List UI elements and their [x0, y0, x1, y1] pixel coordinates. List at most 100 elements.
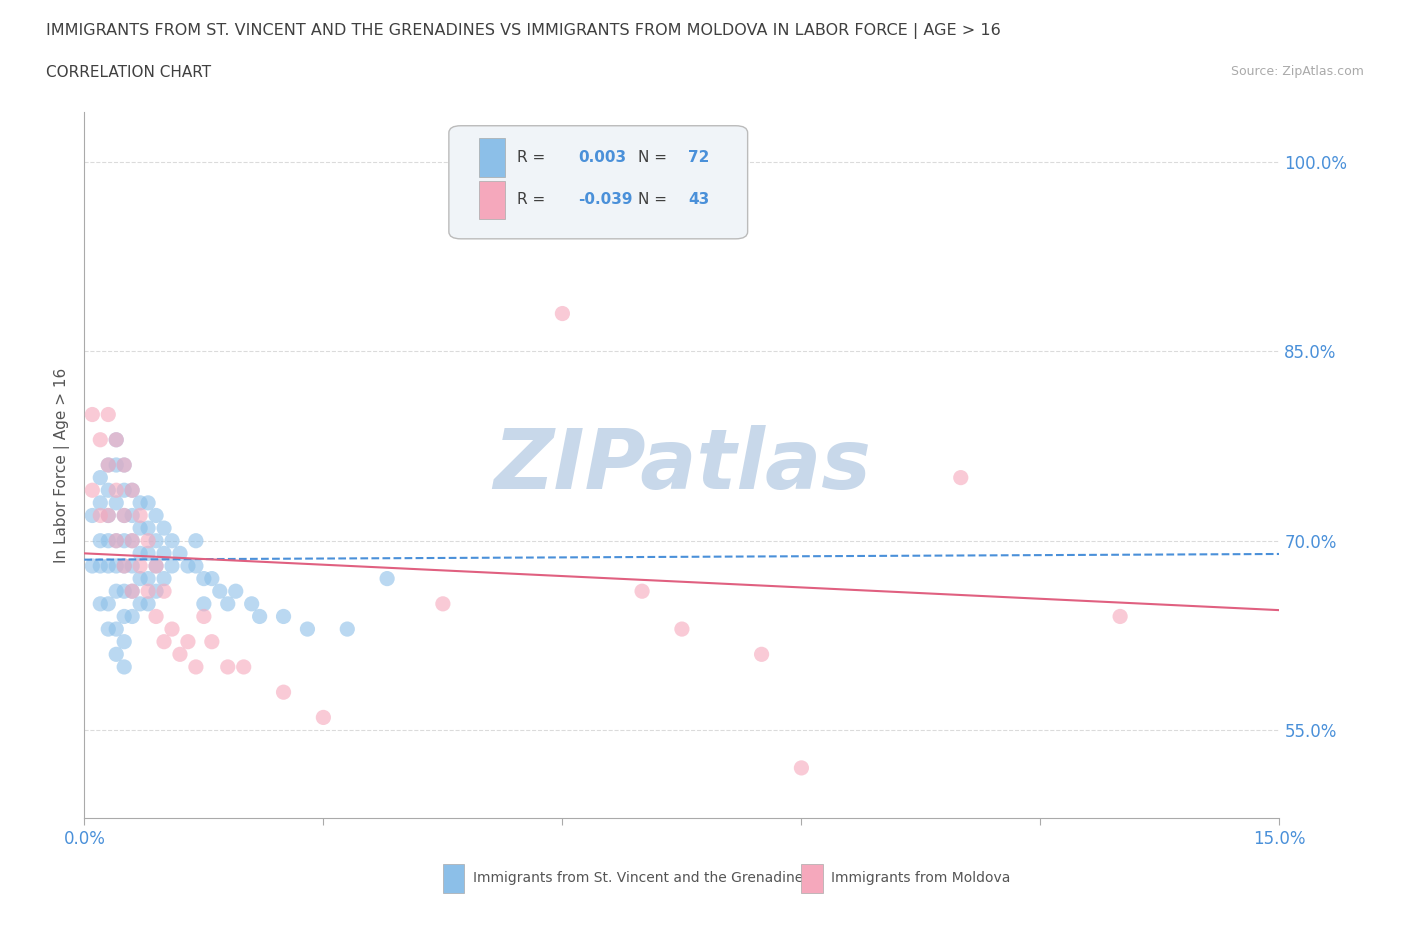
- Point: [177, 634, 200, 649]
- Point: [551, 306, 574, 321]
- Text: N =: N =: [638, 193, 672, 207]
- Point: [432, 596, 454, 611]
- Point: [89, 496, 111, 511]
- Point: [112, 584, 135, 599]
- Text: ZIPatlas: ZIPatlas: [494, 424, 870, 506]
- Point: [89, 533, 111, 548]
- Point: [105, 432, 128, 447]
- Point: [145, 533, 167, 548]
- Point: [184, 533, 207, 548]
- Point: [121, 609, 143, 624]
- Text: R =: R =: [517, 193, 550, 207]
- Text: -0.039: -0.039: [578, 193, 633, 207]
- Point: [97, 458, 120, 472]
- Point: [105, 621, 128, 636]
- Point: [201, 634, 224, 649]
- Point: [129, 546, 152, 561]
- Point: [208, 584, 231, 599]
- Point: [121, 559, 143, 574]
- Point: [145, 559, 167, 574]
- Point: [153, 634, 176, 649]
- Point: [949, 471, 972, 485]
- Point: [97, 596, 120, 611]
- Point: [184, 659, 207, 674]
- Text: Immigrants from St. Vincent and the Grenadines: Immigrants from St. Vincent and the Gren…: [472, 871, 810, 885]
- Point: [105, 458, 128, 472]
- Text: 43: 43: [688, 193, 709, 207]
- Point: [193, 596, 215, 611]
- Point: [112, 533, 135, 548]
- Text: R =: R =: [517, 150, 550, 165]
- Point: [112, 458, 135, 472]
- Point: [225, 584, 247, 599]
- Point: [136, 571, 159, 586]
- Point: [193, 609, 215, 624]
- Point: [1109, 609, 1132, 624]
- Y-axis label: In Labor Force | Age > 16: In Labor Force | Age > 16: [55, 367, 70, 563]
- Point: [112, 559, 135, 574]
- Point: [105, 432, 128, 447]
- Point: [105, 647, 128, 662]
- Point: [97, 508, 120, 523]
- Point: [184, 559, 207, 574]
- Point: [105, 533, 128, 548]
- Point: [136, 496, 159, 511]
- Point: [89, 432, 111, 447]
- Point: [82, 559, 104, 574]
- FancyBboxPatch shape: [449, 126, 748, 239]
- Point: [160, 559, 183, 574]
- FancyBboxPatch shape: [479, 180, 505, 219]
- Point: [193, 571, 215, 586]
- Point: [790, 761, 813, 776]
- Point: [273, 684, 295, 699]
- Point: [112, 458, 135, 472]
- Point: [240, 596, 263, 611]
- Point: [375, 571, 398, 586]
- Text: CORRELATION CHART: CORRELATION CHART: [46, 65, 211, 80]
- Point: [312, 710, 335, 724]
- Point: [129, 496, 152, 511]
- Point: [121, 584, 143, 599]
- Point: [97, 508, 120, 523]
- Point: [89, 559, 111, 574]
- Point: [97, 621, 120, 636]
- Point: [121, 584, 143, 599]
- Point: [201, 571, 224, 586]
- Point: [82, 407, 104, 422]
- Point: [129, 571, 152, 586]
- Point: [160, 621, 183, 636]
- Point: [112, 483, 135, 498]
- Point: [145, 508, 167, 523]
- FancyBboxPatch shape: [479, 139, 505, 177]
- Point: [217, 596, 239, 611]
- Point: [97, 483, 120, 498]
- Point: [97, 407, 120, 422]
- Point: [121, 483, 143, 498]
- Point: [97, 533, 120, 548]
- Point: [217, 659, 239, 674]
- Point: [89, 471, 111, 485]
- Text: IMMIGRANTS FROM ST. VINCENT AND THE GRENADINES VS IMMIGRANTS FROM MOLDOVA IN LAB: IMMIGRANTS FROM ST. VINCENT AND THE GREN…: [46, 23, 1001, 39]
- Point: [121, 533, 143, 548]
- Text: Immigrants from Moldova: Immigrants from Moldova: [831, 871, 1011, 885]
- Point: [82, 508, 104, 523]
- Point: [249, 609, 271, 624]
- Point: [112, 659, 135, 674]
- Point: [121, 483, 143, 498]
- Point: [129, 521, 152, 536]
- Text: Source: ZipAtlas.com: Source: ZipAtlas.com: [1230, 65, 1364, 78]
- Point: [153, 571, 176, 586]
- Point: [129, 596, 152, 611]
- Point: [129, 559, 152, 574]
- Point: [136, 521, 159, 536]
- Text: N =: N =: [638, 150, 672, 165]
- Point: [121, 533, 143, 548]
- Point: [112, 609, 135, 624]
- Point: [169, 647, 191, 662]
- Point: [82, 483, 104, 498]
- Point: [112, 508, 135, 523]
- Point: [136, 546, 159, 561]
- Point: [145, 609, 167, 624]
- Point: [153, 521, 176, 536]
- Point: [232, 659, 254, 674]
